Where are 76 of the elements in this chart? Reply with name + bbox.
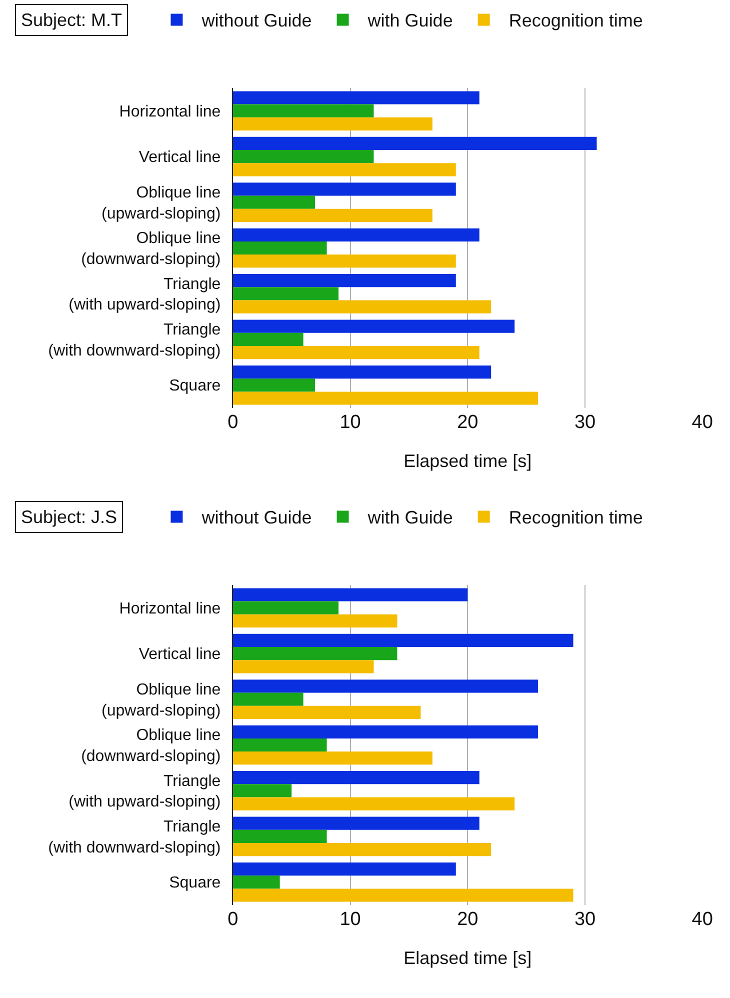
bar <box>232 163 456 176</box>
x-tick-label: 40 <box>692 909 713 930</box>
x-tick-label: 30 <box>574 412 596 433</box>
x-axis-title: Elapsed time [s] <box>404 451 532 472</box>
bar <box>232 150 374 164</box>
bar <box>232 725 538 738</box>
x-axis-title: Elapsed time [s] <box>404 948 532 968</box>
bar <box>232 287 339 300</box>
y-tick-label: Square <box>169 378 221 395</box>
legend-label: with Guide <box>366 508 453 528</box>
bar <box>232 104 374 118</box>
bar <box>232 680 538 693</box>
y-tick-label: Vertical line <box>138 646 221 664</box>
bar <box>232 91 480 104</box>
x-tick-label: 0 <box>228 909 238 930</box>
bar <box>232 797 515 810</box>
x-tick-label: 0 <box>228 412 238 433</box>
bar <box>232 254 456 268</box>
y-tick-label: Horizontal line <box>119 103 221 120</box>
bar <box>232 365 492 379</box>
bar <box>232 738 327 752</box>
x-tick-label: 30 <box>574 909 596 930</box>
bar <box>232 378 316 392</box>
text: Subject: J.S <box>21 507 118 527</box>
bar <box>232 830 327 843</box>
bar <box>232 842 492 856</box>
bar <box>232 601 339 614</box>
bar <box>232 771 480 784</box>
bar <box>232 117 432 131</box>
bar <box>232 274 456 288</box>
bar <box>232 182 456 196</box>
bar <box>232 634 574 648</box>
bar <box>232 816 480 830</box>
bar <box>232 660 374 674</box>
x-tick-label: 10 <box>340 412 361 433</box>
y-tick-label: Oblique line (upward-sloping) <box>102 184 221 222</box>
bar <box>232 862 456 876</box>
bar <box>232 647 398 660</box>
bar <box>232 332 304 346</box>
bar <box>232 208 432 222</box>
bar <box>232 392 538 405</box>
bar <box>232 784 292 798</box>
y-tick-label: Triangle (with downward-sloping) <box>48 818 221 856</box>
y-tick-label: Vertical line <box>138 149 221 166</box>
bar <box>232 196 316 209</box>
bar <box>232 320 515 333</box>
bar <box>232 346 480 360</box>
y-tick-label: Horizontal line <box>119 600 221 618</box>
legend-label: with Guide <box>366 10 453 31</box>
text: Subject: M.T <box>21 10 122 30</box>
bar <box>232 136 597 150</box>
x-tick-label: 10 <box>340 909 361 930</box>
bar <box>232 588 468 602</box>
bar <box>232 228 480 242</box>
legend-label: Recognition time <box>508 10 643 31</box>
y-tick-label: Oblique line (downward-sloping) <box>81 230 221 268</box>
y-tick-label: Triangle (with downward-sloping) <box>48 322 221 360</box>
bar <box>232 706 421 719</box>
bar <box>232 692 304 706</box>
x-tick-label: 20 <box>457 412 478 433</box>
bar <box>232 614 398 628</box>
legend-label: without Guide <box>200 10 312 31</box>
y-tick-label: Triangle (with upward-sloping) <box>68 276 221 314</box>
bar <box>232 888 574 902</box>
y-tick-label: Oblique line (downward-sloping) <box>81 727 221 765</box>
legend-label: Recognition time <box>508 508 643 528</box>
y-tick-label: Triangle (with upward-sloping) <box>68 772 221 811</box>
y-tick-label: Oblique line (upward-sloping) <box>102 681 221 720</box>
bar <box>232 876 280 889</box>
legend-label: without Guide <box>200 508 312 528</box>
bar <box>232 752 432 765</box>
bar <box>232 241 327 255</box>
y-tick-label: Square <box>169 874 221 892</box>
x-tick-label: 20 <box>457 909 478 930</box>
bar <box>232 300 492 314</box>
x-tick-label: 40 <box>692 412 713 433</box>
